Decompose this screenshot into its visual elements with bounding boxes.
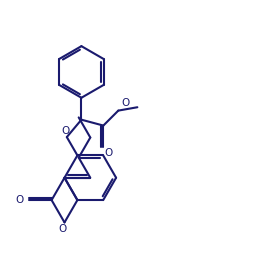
Text: O: O (105, 148, 113, 158)
Text: O: O (15, 195, 23, 205)
Text: O: O (121, 98, 129, 108)
Text: O: O (58, 224, 67, 234)
Text: O: O (61, 126, 70, 136)
